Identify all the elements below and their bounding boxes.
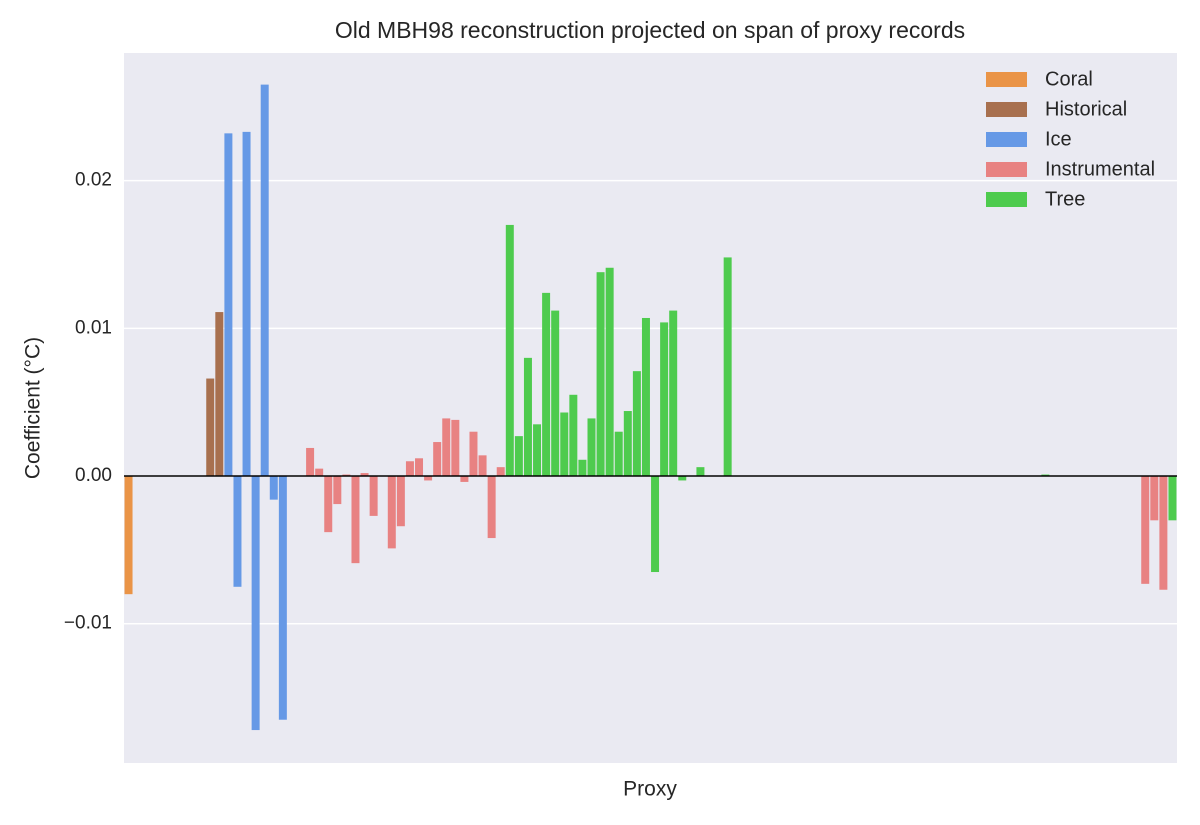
y-tick-label: 0.01	[75, 317, 112, 338]
bar	[460, 476, 469, 482]
bar	[678, 476, 687, 481]
bar	[1159, 476, 1168, 590]
bar	[496, 467, 505, 477]
bar	[387, 476, 396, 549]
bar	[542, 292, 551, 477]
bar	[1141, 476, 1150, 584]
bar	[424, 476, 433, 481]
legend-swatch	[986, 192, 1027, 207]
bar	[1168, 476, 1177, 521]
bar	[632, 371, 641, 477]
legend-swatch	[986, 72, 1027, 87]
bar	[605, 267, 614, 477]
bar	[669, 310, 678, 477]
bar	[306, 447, 315, 477]
bar	[569, 394, 578, 477]
bar	[124, 476, 133, 595]
bar	[469, 431, 478, 477]
bar	[696, 467, 705, 477]
bar	[442, 418, 451, 477]
bar	[433, 442, 442, 477]
bar	[369, 476, 378, 516]
legend-label: Instrumental	[1045, 158, 1155, 180]
bar	[523, 357, 532, 477]
bar	[315, 468, 324, 477]
bar	[451, 419, 460, 477]
bar	[260, 84, 269, 477]
bar	[651, 476, 660, 573]
bar	[596, 272, 605, 477]
y-tick-label: 0.02	[75, 170, 112, 191]
bar	[587, 418, 596, 477]
bar	[360, 473, 369, 477]
bar	[242, 131, 251, 477]
legend-swatch	[986, 132, 1027, 147]
bar	[623, 411, 632, 477]
bar	[578, 459, 587, 477]
bar	[505, 224, 514, 477]
bar	[478, 455, 487, 477]
legend-label: Ice	[1045, 128, 1072, 150]
bar	[278, 476, 287, 720]
bar	[487, 476, 496, 539]
bar	[333, 476, 342, 505]
bar	[215, 312, 224, 477]
bar	[351, 476, 360, 564]
y-tick-label: 0.00	[75, 465, 112, 486]
y-tick-label: −0.01	[64, 613, 112, 634]
legend-swatch	[986, 102, 1027, 117]
bar	[224, 133, 233, 477]
bar	[206, 378, 215, 477]
chart-title: Old MBH98 reconstruction projected on sp…	[335, 17, 965, 43]
bar	[269, 476, 278, 500]
bar	[551, 310, 560, 477]
bar	[396, 476, 405, 527]
legend-label: Coral	[1045, 68, 1093, 90]
bar	[514, 436, 523, 477]
x-axis-label: Proxy	[623, 778, 677, 801]
bar	[1150, 476, 1159, 521]
bar	[560, 412, 569, 477]
bar	[614, 431, 623, 477]
bar	[233, 476, 242, 587]
legend-label: Historical	[1045, 98, 1127, 120]
legend-label: Tree	[1045, 188, 1085, 210]
bar	[324, 476, 333, 533]
bar	[641, 317, 650, 477]
bar	[533, 424, 542, 477]
bar	[251, 476, 260, 731]
bar	[405, 461, 414, 477]
y-axis-label: Coefficient (°C)	[22, 337, 45, 479]
bar	[415, 458, 424, 477]
bar	[723, 257, 732, 477]
bar	[660, 322, 669, 477]
legend-swatch	[986, 162, 1027, 177]
